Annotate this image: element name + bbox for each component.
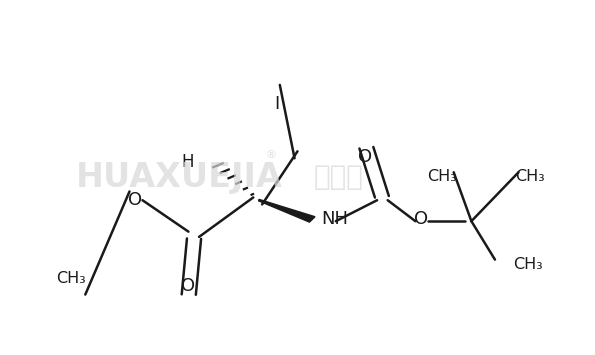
Polygon shape	[259, 200, 315, 222]
Text: O: O	[414, 211, 428, 228]
Text: H: H	[182, 153, 195, 171]
Text: O: O	[181, 277, 196, 295]
Text: HUAXUEJIA: HUAXUEJIA	[76, 161, 283, 194]
Text: CH₃: CH₃	[427, 169, 457, 184]
Text: 化学加: 化学加	[314, 164, 364, 191]
Text: NH: NH	[321, 211, 348, 228]
Text: CH₃: CH₃	[56, 271, 86, 286]
Text: I: I	[274, 95, 280, 113]
Text: CH₃: CH₃	[513, 257, 543, 272]
Text: O: O	[129, 191, 142, 209]
Text: CH₃: CH₃	[515, 169, 545, 184]
Text: O: O	[358, 148, 372, 166]
Text: ®: ®	[265, 150, 277, 160]
